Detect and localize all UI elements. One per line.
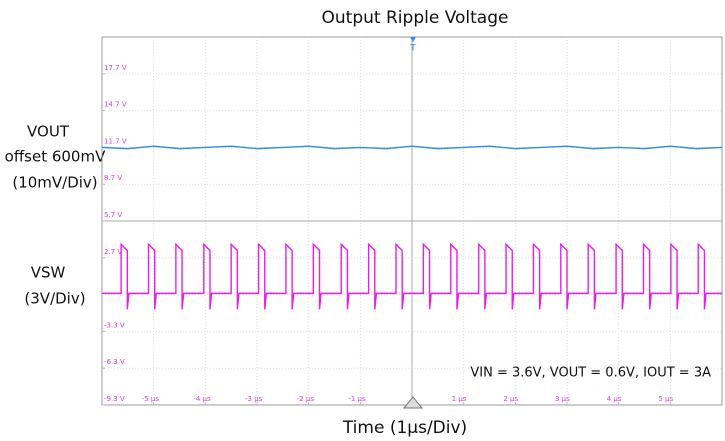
series-line	[101, 145, 723, 150]
x-tick-label: -2 µs	[297, 395, 315, 403]
y-tick-label: 17.7 V	[104, 64, 127, 72]
y-tick-label: -6.3 V	[104, 358, 125, 366]
trigger-label: T	[409, 44, 416, 54]
annotation: VIN = 3.6V, VOUT = 0.6V, IOUT = 3A	[470, 366, 711, 381]
x-tick-label: -5 µs	[142, 395, 160, 403]
annotation: (10mV/Div)	[12, 174, 97, 192]
y-tick-label: 2.7 V	[104, 248, 122, 256]
y-tick-label: 8.7 V	[104, 174, 122, 182]
chart-title: Output Ripple Voltage	[322, 8, 509, 28]
series-line	[102, 242, 722, 310]
annotation: VOUT	[27, 123, 70, 141]
x-tick-label: 5 µs	[658, 395, 673, 403]
plot-area	[101, 145, 723, 310]
x-tick-label: -4 µs	[193, 395, 211, 403]
y-tick-label: -9.3 V	[104, 395, 125, 403]
x-tick-label: 3 µs	[555, 395, 570, 403]
annotation: offset 600mV	[5, 148, 106, 166]
x-tick-label: 1 µs	[452, 395, 467, 403]
scope-grid: 17.7 V 14.7 V 11.7 V 8.7 V 5.7 V 2.7 V -3.3 V -…	[101, 36, 723, 406]
annotation: (3V/Div)	[24, 290, 85, 308]
y-tick-label: -3.3 V	[104, 321, 125, 329]
trigger-marker	[410, 37, 416, 42]
x-tick-label: 2 µs	[503, 395, 518, 403]
x-axis-label: Time (1µs/Div)	[342, 418, 467, 438]
x-tick-label: -3 µs	[245, 395, 263, 403]
annotation: VSW	[31, 264, 66, 282]
y-tick-label: 5.7 V	[104, 211, 122, 219]
y-tick-label: 14.7 V	[104, 101, 127, 109]
x-tick-label: -1 µs	[348, 395, 366, 403]
y-tick-label: 11.7 V	[104, 137, 127, 145]
origin-marker	[402, 396, 424, 409]
x-tick-label: 4 µs	[607, 395, 622, 403]
